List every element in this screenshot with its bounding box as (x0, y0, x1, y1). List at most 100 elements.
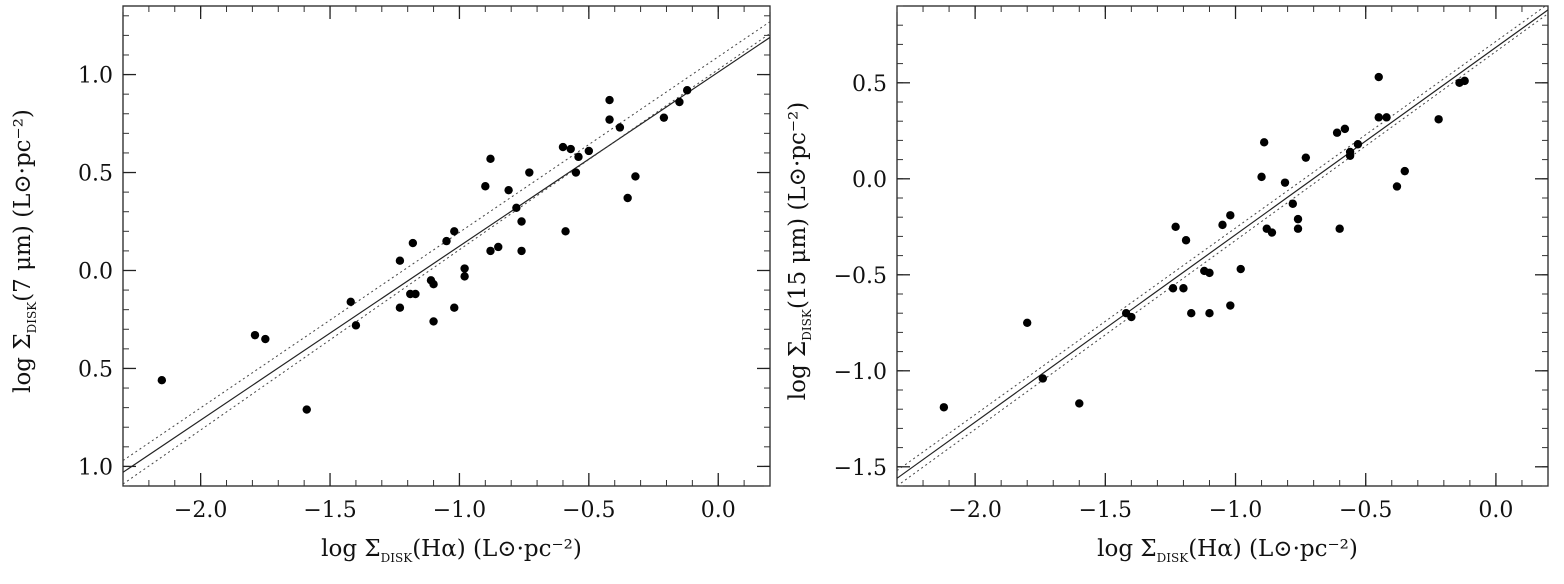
left-panel-7um: −2.0 −1.5 −1.0 −0.5 0.0 1.0 0.5 0.0 0.5 1.0 log ΣD… (10, 5, 771, 565)
data-point (1226, 301, 1235, 310)
data-point (1179, 284, 1188, 293)
y-tick-label: 0.5 (78, 357, 113, 382)
data-point (584, 146, 594, 156)
data-points (157, 86, 692, 414)
data-point (429, 317, 438, 326)
data-point (1353, 140, 1363, 149)
data-point (460, 264, 469, 273)
x-tick-label: −2.0 (948, 498, 1001, 523)
data-point (429, 280, 438, 289)
x-tick-label: −1.0 (433, 498, 486, 523)
data-point (460, 272, 469, 281)
data-point (1038, 374, 1048, 383)
data-point (1293, 214, 1303, 224)
data-point (939, 403, 949, 412)
data-point (346, 297, 355, 307)
right-panel-15um: −2.0 −1.5 −1.0 −0.5 0.0 −1.5 −1.0 −0.5 0.0 0.5 log… (785, 5, 1549, 565)
data-point (623, 193, 632, 203)
data-point (517, 246, 526, 256)
data-point (408, 238, 418, 248)
data-point (1267, 228, 1277, 237)
data-point (157, 376, 167, 385)
plot-frame (122, 5, 771, 487)
data-point (411, 289, 420, 299)
data-point (615, 123, 625, 132)
data-point (442, 236, 451, 246)
data-point (1288, 199, 1298, 208)
data-point (517, 217, 526, 226)
data-points (939, 72, 1469, 412)
data-point (1257, 172, 1266, 182)
data-point (1259, 138, 1269, 147)
data-point (558, 142, 568, 152)
data-point (631, 172, 640, 181)
x-tick-label: −0.5 (562, 498, 615, 523)
x-tick-label: −2.0 (174, 498, 227, 523)
y-tick-label: 0.0 (78, 259, 113, 284)
data-point (486, 154, 495, 164)
y-tick-label: −1.0 (834, 360, 887, 385)
data-point (605, 95, 614, 105)
x-tick-label: −0.5 (1339, 498, 1392, 523)
data-point (605, 115, 614, 124)
data-point (450, 227, 459, 236)
x-axis-title: log ΣDISK(Hα) (L⊙·pc⁻²) (321, 536, 582, 565)
data-point (1218, 220, 1227, 230)
data-point (1171, 222, 1180, 231)
data-point (682, 86, 692, 95)
data-point (1127, 312, 1136, 322)
data-point (1168, 284, 1178, 293)
data-point (512, 203, 521, 212)
data-point (1345, 151, 1355, 160)
y-tick-label: −1.5 (834, 456, 887, 481)
data-point (450, 303, 459, 312)
data-point (1460, 76, 1469, 86)
plot-frame (896, 5, 1549, 487)
data-point (481, 182, 490, 191)
x-tick-label: −1.5 (1079, 498, 1132, 523)
fit-line-dotted (123, 33, 770, 485)
data-point (1332, 128, 1342, 137)
data-point (675, 97, 684, 107)
fit-line-dotted (897, 6, 1547, 472)
data-point (1335, 224, 1344, 233)
y-tick-label: −0.5 (834, 264, 887, 289)
data-point (566, 144, 575, 154)
fit-lines (897, 6, 1548, 486)
x-tick-label: −1.0 (1209, 498, 1262, 523)
data-point (1400, 166, 1409, 176)
data-point (1187, 309, 1196, 318)
data-point (1434, 115, 1443, 124)
y-tick-label: 0.0 (852, 168, 887, 193)
data-point (486, 246, 495, 256)
data-point (395, 303, 405, 312)
data-point (1236, 264, 1245, 274)
fit-line-solid (897, 9, 1548, 479)
data-point (261, 334, 270, 344)
data-point (1382, 113, 1391, 122)
x-tick-label: 0.0 (701, 498, 736, 523)
y-tick-label: 1.0 (78, 64, 113, 89)
fit-line-dotted (897, 13, 1548, 486)
data-point (1374, 113, 1383, 122)
data-point (1075, 399, 1084, 408)
data-point (504, 185, 513, 195)
x-tick-label: 0.0 (1478, 498, 1513, 523)
data-point (1392, 182, 1402, 191)
data-point (1340, 124, 1350, 134)
data-point (1293, 224, 1303, 233)
data-point (1181, 236, 1191, 245)
data-point (1374, 72, 1383, 82)
y-tick-label: 0.5 (78, 162, 113, 187)
data-point (351, 321, 361, 330)
data-point (1226, 211, 1235, 220)
data-point (494, 242, 503, 252)
fit-line-solid (123, 36, 770, 473)
y-axis-title: log ΣDISK(7 μm) (L⊙·pc⁻²) (10, 109, 39, 393)
data-point (1022, 318, 1032, 327)
data-point (574, 152, 583, 162)
data-point (1301, 153, 1311, 162)
data-point (250, 330, 260, 340)
data-point (302, 405, 311, 414)
